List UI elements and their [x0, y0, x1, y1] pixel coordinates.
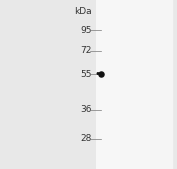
Text: kDa: kDa: [74, 7, 92, 16]
Bar: [96, 0, 173, 169]
Text: 28: 28: [81, 134, 92, 143]
Point: [99, 73, 102, 76]
Text: 55: 55: [81, 70, 92, 79]
Text: 95: 95: [81, 26, 92, 35]
Text: •: •: [95, 69, 101, 79]
Text: 36: 36: [81, 105, 92, 114]
Text: 72: 72: [81, 46, 92, 55]
